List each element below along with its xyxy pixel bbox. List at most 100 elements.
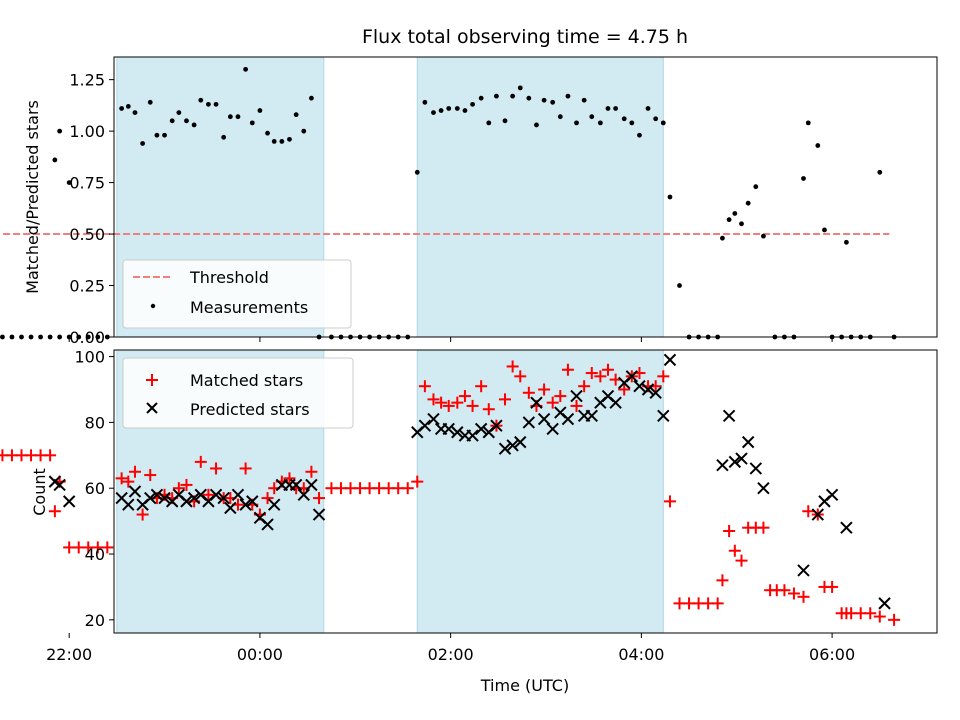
count-panel-frame	[113, 349, 938, 634]
measurement-point	[805, 120, 811, 126]
measurement-point	[645, 106, 651, 111]
measurement-point	[502, 118, 508, 124]
measurement-point	[462, 108, 468, 113]
measurement-point	[198, 97, 204, 103]
matched-star-point	[458, 390, 471, 403]
predicted-star-point	[418, 419, 432, 432]
predicted-stars-points	[48, 353, 891, 610]
measurement-point	[235, 114, 241, 120]
measurement-point	[9, 334, 15, 340]
measurement-point	[249, 120, 255, 126]
matched-star-point	[122, 475, 135, 488]
measurement-point	[422, 99, 428, 105]
y-tick-label: 60	[85, 479, 105, 498]
observing-window-band	[416, 349, 664, 634]
matched-star-point	[570, 399, 583, 412]
matched-star-point	[466, 399, 479, 412]
predicted-star-point	[537, 412, 551, 426]
measurement-point	[541, 97, 547, 103]
y-tick-label: 1.25	[69, 71, 105, 90]
measurement-point	[761, 233, 766, 239]
predicted-star-point	[128, 485, 142, 498]
predicted-star-point	[840, 521, 853, 534]
matched-star-point	[797, 590, 810, 603]
measurement-point	[753, 184, 759, 190]
ratio-legend: Threshold Measurements	[122, 259, 352, 329]
measurement-point	[745, 200, 751, 206]
measurement-point	[169, 118, 175, 124]
matched-star-point	[411, 475, 424, 488]
measurement-point	[257, 108, 263, 113]
measurement-point	[154, 132, 160, 138]
measurement-point	[52, 157, 58, 163]
measurement-point	[119, 106, 125, 111]
x-tick-label: 06:00	[809, 645, 855, 664]
predicted-star-point	[570, 389, 583, 403]
matched-star-point	[554, 390, 567, 403]
measurement-point	[76, 334, 82, 340]
measurement-point	[221, 134, 227, 140]
predicted-star-point	[657, 409, 670, 423]
predicted-star-point	[297, 488, 310, 501]
predicted-star-point	[530, 396, 543, 409]
measurement-point	[581, 97, 587, 103]
matched-star-point	[48, 505, 61, 518]
matched-star-point	[115, 472, 128, 485]
predicted-star-point	[224, 501, 237, 515]
matched-star-point	[418, 380, 431, 393]
y-tick-label: 0.00	[69, 328, 105, 347]
predicted-star-point	[633, 379, 646, 393]
matched-star-point	[826, 580, 839, 593]
predicted-star-point	[797, 564, 810, 577]
matched-star-point	[144, 469, 157, 482]
ratio-x-ticks	[68, 337, 833, 342]
predicted-star-point	[187, 491, 201, 505]
measurement-point	[57, 334, 63, 340]
measurement-point	[125, 104, 131, 109]
predicted-star-point	[878, 597, 891, 610]
predicted-star-point	[749, 462, 763, 475]
matched-star-point	[427, 393, 440, 406]
measurement-point	[822, 227, 827, 233]
y-tick-label: 0.25	[69, 277, 105, 296]
predicted-star-point	[122, 498, 135, 511]
matched-star-point	[802, 505, 815, 518]
measurement-point	[550, 99, 556, 105]
predicted-star-point	[811, 508, 825, 521]
matched-star-point	[873, 610, 886, 623]
measurement-point	[279, 139, 285, 144]
measurement-point	[470, 101, 475, 107]
measurement-point	[28, 334, 34, 340]
matched-star-point	[578, 380, 591, 393]
predicted-star-point	[474, 422, 488, 436]
legend-measurements-label: Measurements	[190, 298, 308, 317]
measurement-point	[720, 235, 725, 241]
matched-star-point	[475, 380, 488, 393]
y-tick-label: 100	[74, 348, 105, 367]
measurement-point	[85, 334, 91, 340]
matched-star-point	[594, 370, 607, 383]
matched-star-point	[239, 462, 252, 475]
matched-star-point	[538, 383, 551, 396]
measurement-point	[301, 128, 307, 134]
measurement-point	[191, 122, 197, 128]
matched-star-point	[864, 607, 877, 620]
measurement-point	[637, 132, 642, 138]
matched-star-point	[136, 508, 149, 521]
ratio-legend-box	[122, 259, 352, 329]
predicted-star-point	[649, 386, 662, 399]
predicted-star-point	[716, 458, 729, 472]
measurement-point	[726, 217, 732, 223]
predicted-star-point	[506, 439, 519, 452]
measurement-point	[213, 101, 219, 107]
measurement-point	[597, 120, 603, 126]
matched-star-point	[401, 482, 414, 495]
matched-star-point	[101, 541, 114, 554]
predicted-star-point	[62, 495, 76, 508]
measurement-point	[47, 334, 53, 340]
measurement-point	[732, 211, 738, 216]
predicted-star-point	[722, 409, 736, 423]
